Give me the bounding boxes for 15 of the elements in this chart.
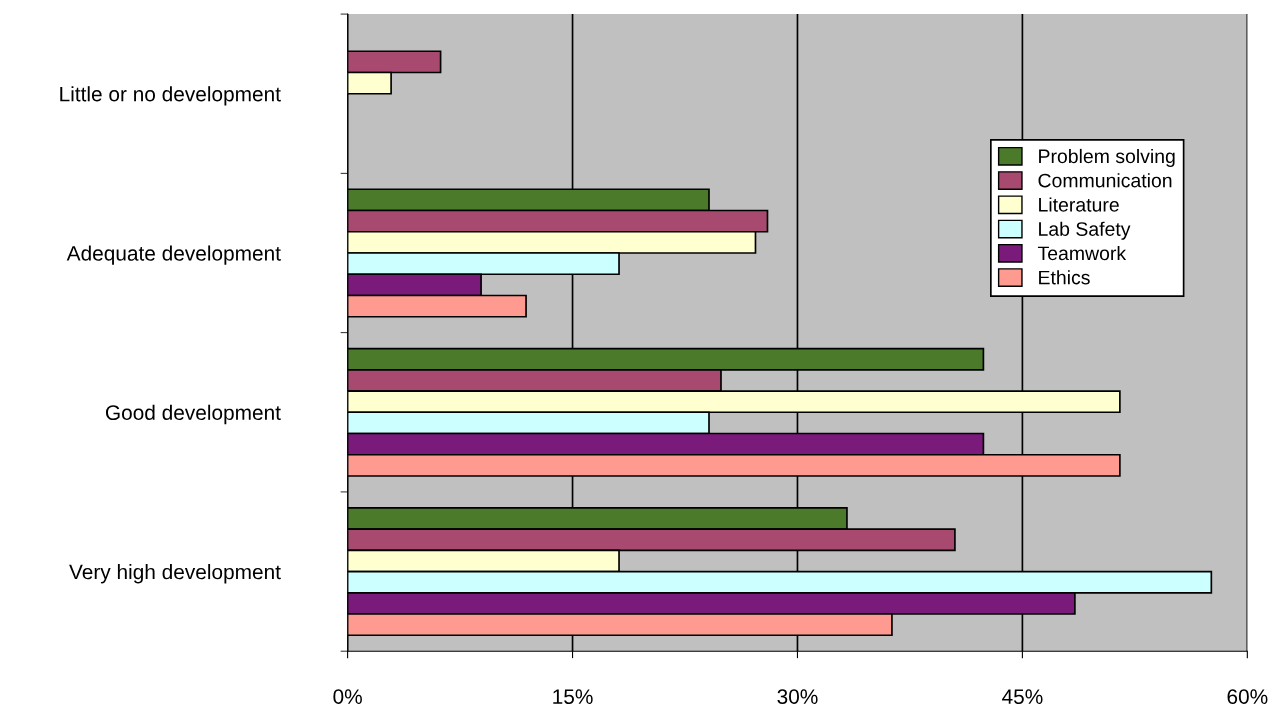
y-tick-label: Very high development — [69, 564, 281, 584]
x-tick-label: 0% — [333, 689, 362, 704]
legend-label: Communication — [1038, 173, 1172, 188]
legend-label: Problem solving — [1039, 148, 1175, 168]
y-tick-label: Adequate development — [66, 245, 281, 265]
legend-label: Ethics — [1039, 270, 1090, 285]
legend-label: Literature — [1039, 197, 1119, 212]
x-tick-label: 45% — [1002, 689, 1043, 704]
x-tick-label: 15% — [553, 689, 593, 704]
legend-label: Lab Safety — [1039, 221, 1131, 240]
y-tick-label: Little or no development — [60, 86, 281, 106]
legend-label: Teamwork — [1037, 245, 1127, 261]
y-tick-label: Good development — [105, 404, 281, 425]
x-tick-label: 30% — [777, 689, 818, 704]
x-tick-label: 60% — [1227, 689, 1268, 704]
